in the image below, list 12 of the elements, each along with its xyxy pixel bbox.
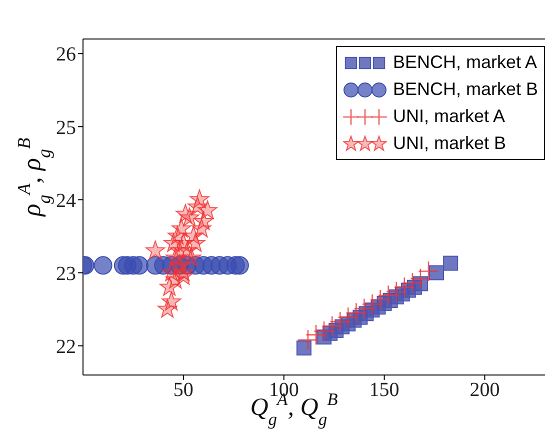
legend-label: UNI, market B [392, 133, 506, 154]
x-tick-label: 50 [173, 379, 194, 402]
y-tick-label: 25 [56, 116, 76, 139]
legend-label: BENCH, market B [392, 79, 538, 100]
y-tick-label: 23 [56, 262, 76, 285]
x-tick-label: 200 [470, 379, 500, 402]
y-tick-label: 26 [56, 44, 76, 66]
legend-label: UNI, market A [392, 106, 505, 127]
y-tick-label: 24 [56, 190, 76, 212]
x-tick-label: 150 [369, 379, 400, 402]
legend-label: BENCH, market A [392, 52, 538, 73]
y-tick-label: 22 [56, 336, 76, 358]
